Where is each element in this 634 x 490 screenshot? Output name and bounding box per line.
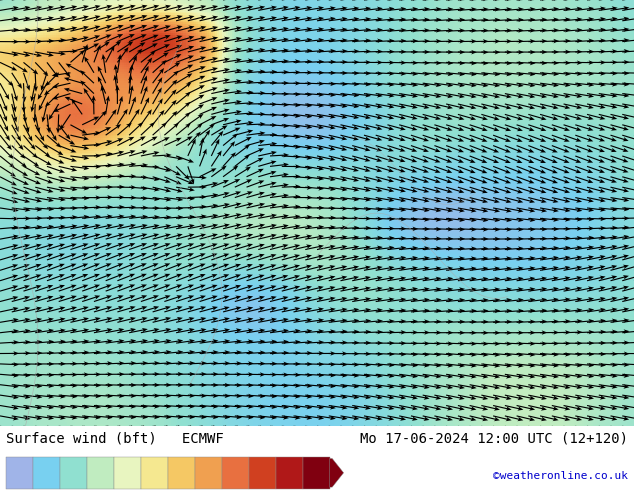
Text: ©weatheronline.co.uk: ©weatheronline.co.uk	[493, 471, 628, 481]
Bar	[249, 457, 276, 489]
Bar	[141, 457, 168, 489]
Text: Surface wind (bft)   ECMWF: Surface wind (bft) ECMWF	[6, 431, 224, 445]
Bar	[222, 457, 249, 489]
FancyArrow shape	[330, 459, 344, 487]
Bar	[34, 457, 60, 489]
Bar	[114, 457, 141, 489]
Bar	[276, 457, 303, 489]
Bar	[168, 457, 195, 489]
Bar	[87, 457, 114, 489]
Bar	[195, 457, 222, 489]
Bar	[60, 457, 87, 489]
Bar	[303, 457, 330, 489]
Bar	[6, 457, 33, 489]
Text: Mo 17-06-2024 12:00 UTC (12+120): Mo 17-06-2024 12:00 UTC (12+120)	[359, 431, 628, 445]
